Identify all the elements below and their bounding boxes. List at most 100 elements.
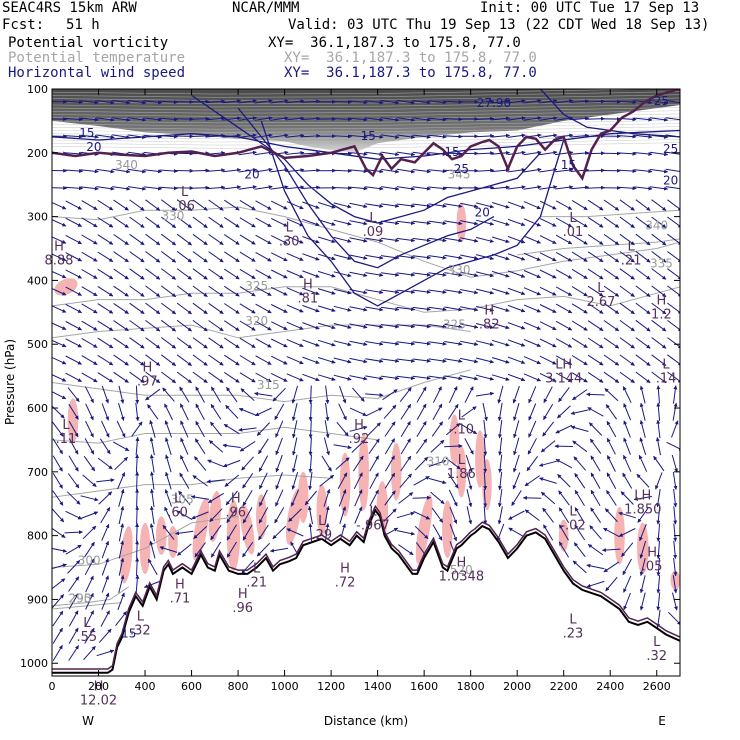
wind-vector <box>412 289 431 294</box>
wind-vector <box>651 302 667 315</box>
pv-extremum: L.14 <box>656 358 677 387</box>
wind-vector <box>135 540 140 559</box>
wind-vector <box>428 459 447 467</box>
wind-vector <box>381 134 400 139</box>
wind-vector <box>587 337 604 349</box>
wind-vector <box>226 507 238 524</box>
pv-extremum-value: 8.88 <box>45 253 74 268</box>
wind-vector <box>64 134 83 139</box>
pv-extremum: L.11 <box>56 418 77 447</box>
wind-vector <box>65 355 82 365</box>
wind-vector <box>349 323 368 329</box>
wind-vector <box>412 134 431 139</box>
wind-vector <box>135 488 140 508</box>
pv-extremum-letter: L <box>62 418 70 433</box>
pv-extremum-letter: L <box>286 220 294 235</box>
pv-extremum-value: .21 <box>246 576 267 591</box>
wind-vector <box>145 319 161 332</box>
wind-vector <box>192 268 208 280</box>
wind-vector <box>238 427 257 432</box>
wind-vector <box>383 404 397 419</box>
pv-extremum-letter: L <box>662 358 670 373</box>
wind-vector <box>176 371 192 384</box>
wind-vector <box>80 100 99 105</box>
pv-extremum-value: 12.02 <box>80 694 117 709</box>
wind-vector <box>412 237 431 243</box>
wind-vector <box>113 285 129 297</box>
wind-vector <box>97 285 114 297</box>
wind-vector <box>554 168 574 173</box>
wind-vector <box>180 455 189 472</box>
wind-vector <box>622 386 632 403</box>
wind-vector <box>555 338 573 348</box>
wind-vector <box>573 542 586 558</box>
wind-vector <box>369 489 379 507</box>
wind-vector <box>570 99 590 104</box>
wind-vector <box>523 338 541 347</box>
wind-vector <box>317 270 336 278</box>
wind-vector <box>226 524 237 541</box>
wind-vector <box>222 168 242 173</box>
pv-extremum-letter: L <box>597 281 605 296</box>
wind-vector <box>325 385 330 404</box>
wind-vector <box>416 403 427 420</box>
wind-vector <box>412 375 431 381</box>
wind-vector <box>118 557 125 576</box>
wind-vector <box>412 341 431 346</box>
wind-vector <box>475 151 495 156</box>
wind-vector <box>65 234 82 245</box>
wind-vector <box>270 185 289 190</box>
wind-vector <box>352 387 365 402</box>
wind-vector <box>191 511 209 520</box>
pv-extremum: H.05 <box>642 546 663 575</box>
wind-vector <box>176 337 192 349</box>
wind-vector <box>333 117 352 122</box>
wind-vector <box>349 169 368 174</box>
pv-extremum-letter: H <box>175 578 185 593</box>
pv-extremum: L.01 <box>563 211 584 240</box>
wind-vector <box>145 199 161 211</box>
wind-vector <box>507 322 526 330</box>
wind-vector <box>412 117 431 122</box>
wind-vector <box>444 341 463 346</box>
pv-extremum: H.97 <box>137 361 158 390</box>
wind-vector <box>242 507 253 524</box>
wind-speed-contour <box>52 129 680 160</box>
wind-vector <box>81 320 98 331</box>
wind-vector <box>665 168 680 174</box>
wind-vector <box>572 560 587 574</box>
wind-vector <box>619 285 635 298</box>
wind-vector <box>207 492 224 504</box>
wind-vector <box>414 456 429 471</box>
wind-vector <box>222 443 241 448</box>
wind-vector <box>570 151 590 155</box>
wind-vector <box>448 489 458 507</box>
wind-vector <box>224 285 240 297</box>
wind-vector <box>540 440 556 453</box>
wind-vector <box>351 439 366 453</box>
wind-vector <box>619 199 635 211</box>
pv-extremum-value: .82 <box>479 317 500 332</box>
wind-vector <box>507 133 526 138</box>
wind-vector <box>512 385 520 404</box>
x-tick-label: 0 <box>49 680 56 693</box>
wind-vector <box>176 302 192 315</box>
x-tick-label: 200 <box>88 680 109 693</box>
pv-extremum-value: .11 <box>56 432 77 447</box>
pv-extremum: H12.02 <box>80 680 117 709</box>
wind-vector <box>444 100 463 105</box>
wind-vector <box>428 100 447 105</box>
wind-vector <box>161 319 177 332</box>
wind-vector <box>539 133 558 138</box>
wind-vector <box>254 167 273 173</box>
negative-pv-area <box>240 504 255 555</box>
wind-vector <box>286 185 305 190</box>
wind-vector <box>258 438 269 455</box>
pv-extremum-letter: H <box>340 562 350 577</box>
wind-vector <box>431 507 444 523</box>
theta-label: 520 <box>450 563 473 577</box>
pv-extremum-value: .23 <box>563 627 584 642</box>
wind-vector <box>127 168 147 174</box>
pv-extremum-letter: L <box>369 504 377 519</box>
wind-vector <box>365 237 384 243</box>
